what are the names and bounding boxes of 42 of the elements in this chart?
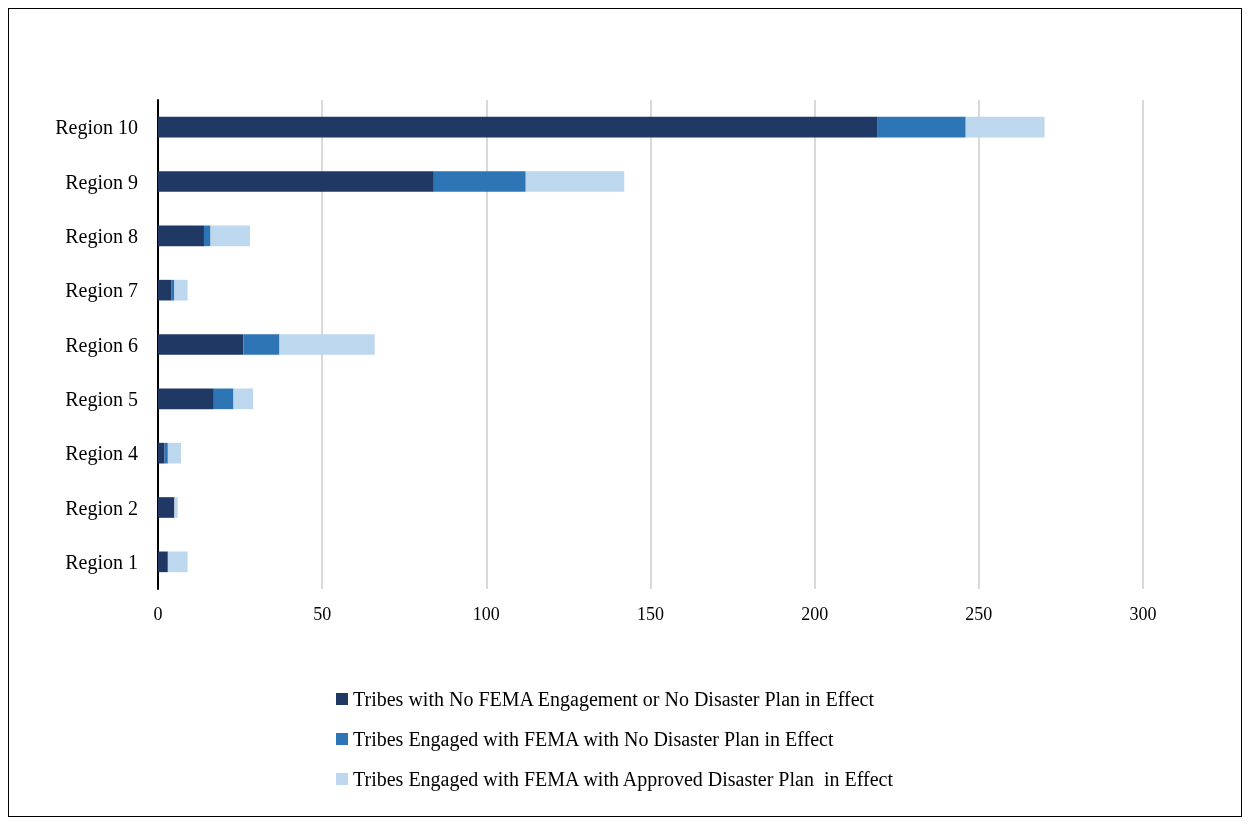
bar [279, 334, 375, 355]
bar [158, 497, 175, 518]
bar [174, 279, 188, 301]
x-tick-label: 150 [637, 604, 664, 624]
y-tick-label: Region 2 [65, 496, 138, 520]
y-tick-label: Region 7 [65, 279, 138, 303]
y-tick-label: Region 1 [65, 550, 138, 574]
bar [158, 171, 434, 192]
bar [213, 388, 234, 410]
bar [965, 116, 1045, 138]
bar [203, 225, 211, 247]
x-tick-label: 100 [472, 604, 500, 624]
y-tick-label: Region 6 [65, 333, 138, 357]
bar [158, 388, 214, 410]
bar [158, 116, 878, 138]
legend-label: Tribes Engaged with FEMA with No Disaster Plan in Effect [353, 728, 834, 751]
bar [210, 225, 250, 247]
y-tick-label: Region 5 [65, 387, 138, 411]
x-tick-label: 200 [801, 604, 829, 624]
bar [877, 116, 966, 138]
y-tick-label: Region 4 [65, 442, 138, 466]
bar [525, 171, 625, 192]
y-tick-label: Region 9 [65, 170, 138, 194]
x-tick-label: 300 [1129, 604, 1157, 624]
bar [158, 551, 168, 573]
bar [158, 442, 165, 464]
bar [174, 497, 178, 518]
bar [233, 388, 254, 410]
legend-label: Tribes Engaged with FEMA with Approved Disaster Plan in Effect [353, 768, 894, 791]
bar [158, 279, 172, 301]
legend-label: Tribes with No FEMA Engagement or No Disaster Plan in Effect [353, 688, 875, 711]
bar [433, 171, 526, 192]
x-tick-label: 50 [313, 604, 332, 624]
bar [167, 442, 181, 464]
y-tick-label: Region 8 [65, 224, 138, 248]
bar [243, 334, 280, 355]
bar [158, 225, 204, 247]
bar [158, 334, 244, 355]
bar [167, 551, 188, 573]
x-tick-label: 250 [965, 604, 993, 624]
x-tick-label: 0 [153, 604, 163, 624]
y-tick-label: Region 10 [55, 116, 138, 140]
